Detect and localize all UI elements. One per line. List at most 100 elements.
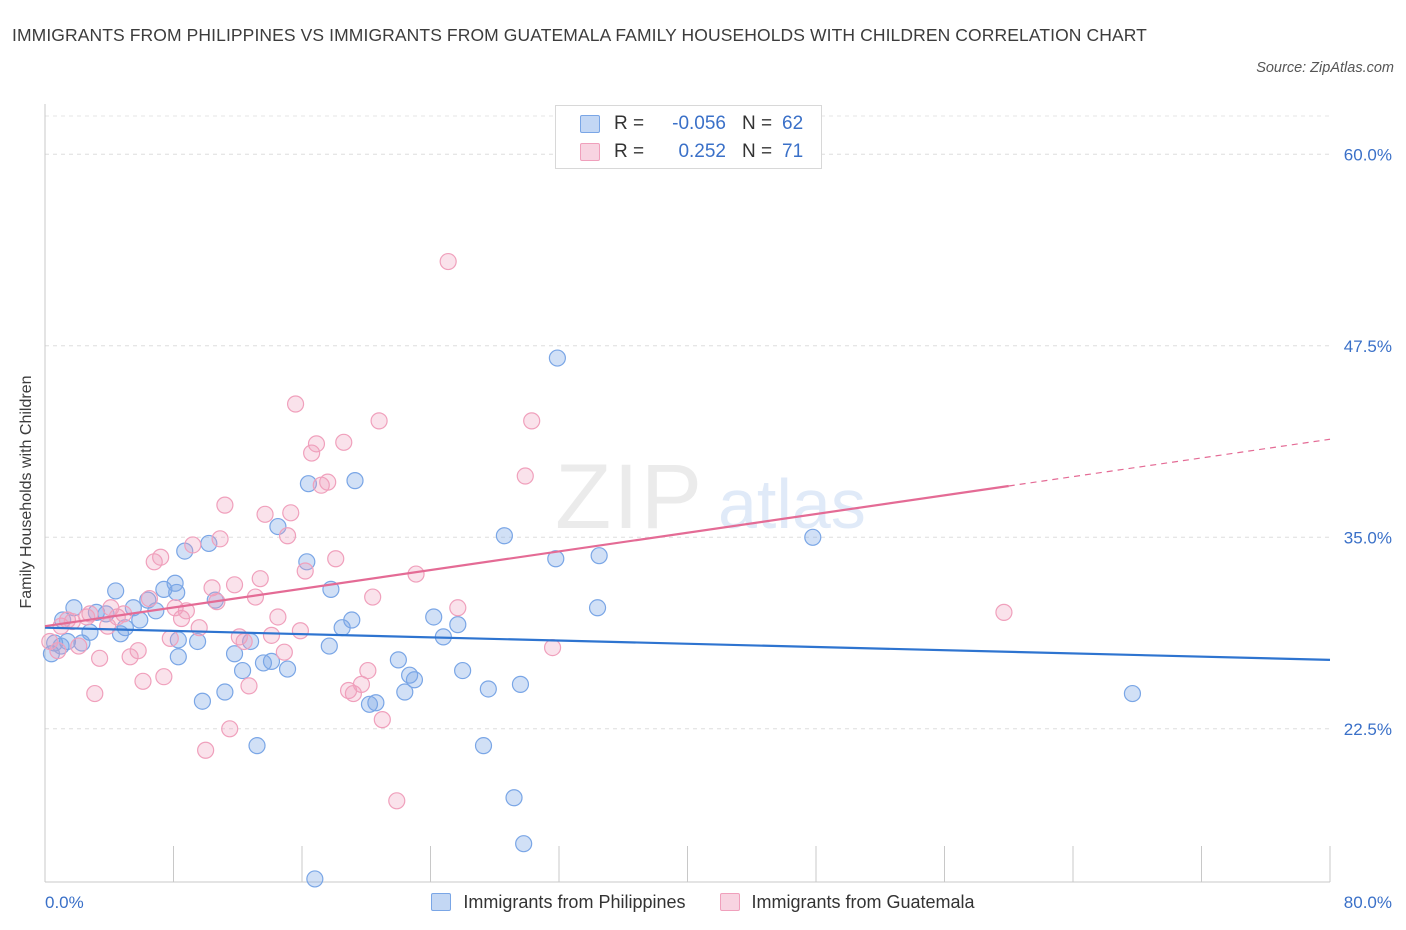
point-guatemala: [449, 599, 467, 617]
point-guatemala: [296, 562, 314, 580]
point-guatemala: [523, 412, 541, 430]
y-tick-label: 35.0%: [1344, 528, 1392, 547]
x-tick-label-min: 0.0%: [45, 893, 84, 912]
point-guatemala: [152, 548, 170, 566]
point-philippines: [515, 835, 533, 853]
watermark-atlas: atlas: [718, 465, 866, 543]
x-tick-label-max: 80.0%: [1344, 893, 1392, 912]
point-guatemala: [286, 395, 305, 413]
point-guatemala: [81, 605, 99, 623]
point-guatemala: [275, 643, 293, 661]
point-philippines: [401, 666, 419, 684]
tick-labels: 22.5% 35.0% 47.5% 60.0% 0.0% 80.0%: [45, 145, 1392, 912]
legend: Immigrants from Philippines Immigrants f…: [0, 888, 1406, 916]
point-guatemala: [91, 649, 109, 667]
point-guatemala: [190, 619, 208, 637]
point-philippines: [233, 661, 252, 680]
point-philippines: [81, 623, 99, 641]
point-philippines: [225, 645, 244, 663]
r-label: R =: [614, 141, 645, 162]
point-guatemala: [240, 677, 258, 695]
point-philippines: [169, 648, 187, 666]
trend-line-philippines: [44, 626, 1331, 661]
point-guatemala: [221, 720, 239, 738]
point-philippines: [804, 528, 822, 546]
point-philippines: [1123, 684, 1142, 703]
y-tick-label: 22.5%: [1344, 720, 1392, 739]
trend-line-guatemala: [44, 484, 1009, 628]
y-tick-label: 47.5%: [1344, 337, 1392, 356]
point-philippines: [193, 692, 212, 710]
series-guatemala-points: [41, 252, 1013, 810]
point-guatemala: [161, 629, 179, 648]
point-philippines: [588, 599, 607, 617]
stats-swatch-guatemala: [580, 143, 600, 161]
point-guatemala: [251, 570, 269, 588]
point-guatemala: [269, 608, 287, 626]
point-guatemala: [256, 505, 274, 523]
r-label: R =: [614, 113, 645, 134]
r-value: -0.056: [672, 113, 726, 134]
legend-label-philippines: Immigrants from Philippines: [463, 891, 686, 912]
point-guatemala: [134, 672, 152, 690]
point-guatemala: [373, 711, 391, 729]
legend-item-guatemala[interactable]: Immigrants from Guatemala: [719, 888, 975, 916]
point-philippines: [495, 527, 513, 545]
n-value: 71: [782, 141, 804, 162]
point-guatemala: [129, 642, 147, 660]
point-guatemala: [370, 412, 388, 430]
n-value: 62: [782, 113, 804, 134]
point-philippines: [346, 472, 364, 490]
point-guatemala: [155, 668, 173, 686]
point-guatemala: [516, 467, 534, 485]
point-philippines: [590, 547, 608, 565]
point-philippines: [454, 661, 472, 680]
stats-row-guatemala: R = 0.252 N = 71: [580, 139, 803, 165]
point-guatemala: [352, 675, 371, 693]
point-philippines: [389, 651, 407, 669]
point-philippines: [306, 870, 324, 888]
legend-label-guatemala: Immigrants from Guatemala: [751, 891, 975, 912]
stats-box: R = -0.056 N = 62 R = 0.252 N = 71: [555, 105, 822, 169]
point-philippines: [168, 583, 186, 602]
chart-title: IMMIGRANTS FROM PHILIPPINES VS IMMIGRANT…: [12, 25, 1147, 45]
point-guatemala: [335, 433, 353, 451]
point-guatemala: [262, 626, 281, 644]
trend-lines: [44, 438, 1331, 661]
r-value: 0.252: [678, 141, 726, 162]
point-guatemala: [197, 741, 215, 759]
axes: [44, 104, 1331, 883]
point-philippines: [396, 683, 414, 701]
point-guatemala: [364, 588, 382, 606]
point-guatemala: [439, 252, 457, 271]
point-guatemala: [359, 661, 377, 680]
point-philippines: [367, 694, 385, 712]
point-guatemala: [995, 603, 1013, 621]
point-guatemala: [303, 444, 321, 462]
point-guatemala: [49, 642, 67, 660]
point-philippines: [107, 582, 125, 600]
point-philippines: [216, 683, 234, 701]
point-guatemala: [327, 550, 345, 568]
point-guatemala: [225, 576, 244, 594]
legend-item-philippines[interactable]: Immigrants from Philippines: [431, 888, 686, 916]
source-label: Source: ZipAtlas.com: [1256, 60, 1394, 76]
point-guatemala: [86, 684, 104, 703]
point-guatemala: [291, 622, 309, 640]
point-philippines: [360, 695, 379, 713]
point-philippines: [548, 349, 566, 367]
legend-swatch-guatemala: [719, 893, 740, 911]
point-guatemala: [70, 637, 88, 655]
point-guatemala: [140, 589, 159, 608]
trend-line-guatemala-dashed: [1008, 438, 1331, 487]
point-philippines: [474, 737, 493, 755]
series-philippines-points: [42, 349, 1142, 888]
point-philippines: [425, 608, 443, 626]
point-guatemala: [388, 792, 406, 810]
point-guatemala: [211, 530, 229, 548]
watermark-zip: ZIP: [555, 446, 704, 548]
point-philippines: [479, 680, 497, 698]
point-philippines: [511, 675, 530, 693]
legend-swatch-philippines: [431, 893, 452, 911]
